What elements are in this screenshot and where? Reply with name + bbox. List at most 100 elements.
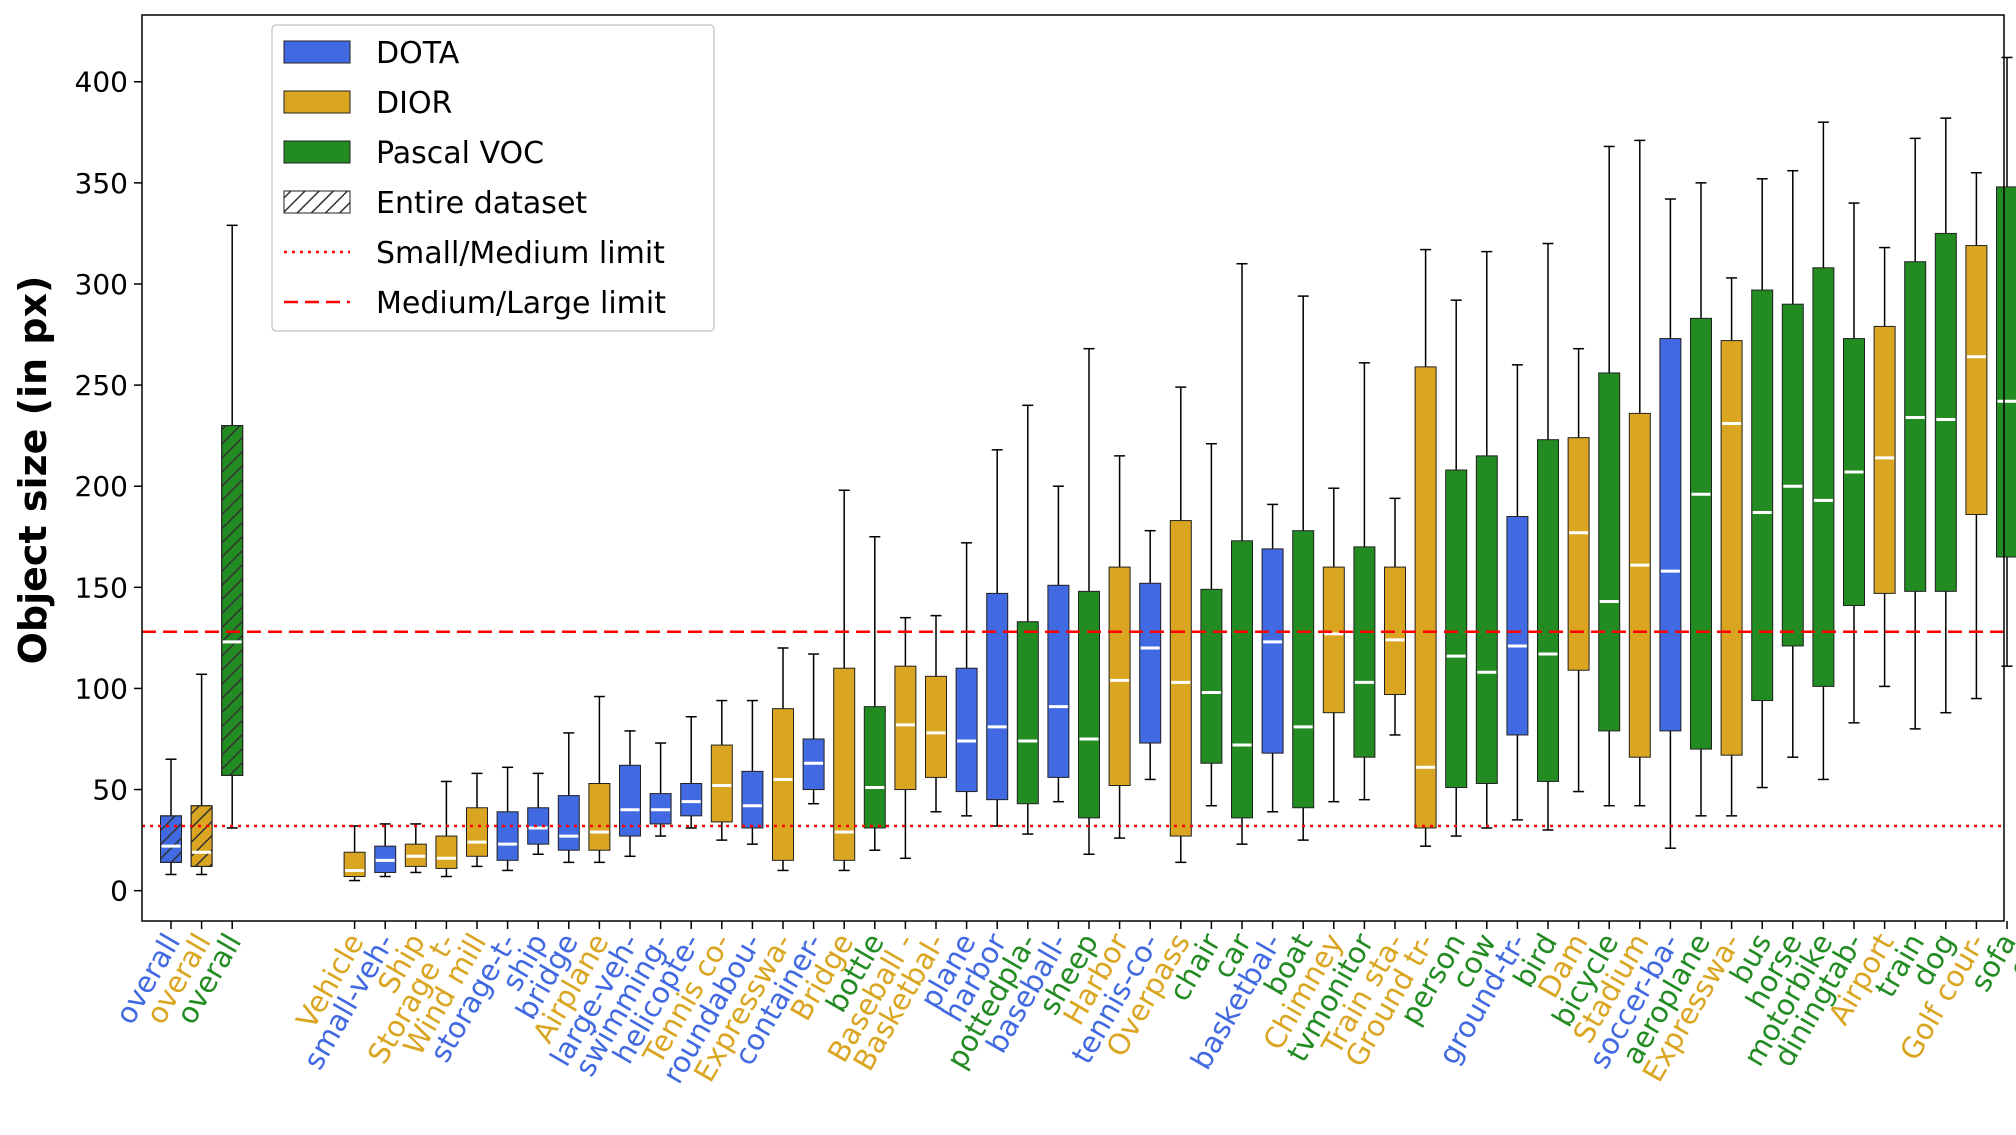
box-iqr [955, 667, 978, 793]
box-iqr [1598, 372, 1621, 732]
box-pottedpla- [1016, 404, 1039, 835]
box-hatch [190, 805, 213, 867]
y-tick-label: 50 [92, 774, 128, 807]
box-iqr [1292, 530, 1315, 809]
y-tick-label: 100 [75, 672, 128, 705]
legend-label: DOTA [376, 36, 460, 71]
box-iqr [1322, 566, 1345, 714]
box-hatch [221, 425, 244, 776]
box-iqr [1139, 582, 1162, 744]
box-iqr [1261, 548, 1284, 754]
box-iqr [710, 744, 733, 823]
box-iqr [1873, 325, 1896, 594]
box-iqr [772, 708, 794, 861]
box-container- [802, 653, 825, 805]
box-iqr [1934, 232, 1957, 592]
box-iqr [833, 667, 856, 861]
box-boat [1292, 295, 1315, 841]
box-iqr [1537, 439, 1559, 782]
box-iqr [1751, 289, 1774, 702]
box-iqr [1200, 588, 1223, 764]
box-bottle [863, 536, 886, 851]
box-iqr [863, 706, 886, 829]
box-iqr [1628, 412, 1651, 758]
box-bus [1751, 178, 1774, 789]
box-overall [221, 224, 244, 829]
box-vehicle [343, 825, 366, 882]
legend-label: Entire dataset [376, 186, 587, 221]
box-iqr [1904, 261, 1927, 592]
box-chimney [1322, 487, 1345, 803]
box-swimming- [649, 742, 672, 837]
box-small-veh- [374, 823, 397, 878]
box-golf-cour- [1965, 171, 1988, 700]
box-iqr [1108, 566, 1131, 787]
box-overpass [1169, 386, 1192, 864]
box-iqr [435, 835, 458, 869]
legend-swatch-dota [283, 40, 351, 64]
box-iqr [619, 764, 641, 837]
box-airport [1873, 246, 1896, 688]
box-iqr [741, 770, 764, 829]
box-iqr [1996, 186, 2016, 558]
box-iqr [1078, 590, 1100, 819]
y-tick-label: 250 [75, 369, 128, 402]
box-iqr [1475, 455, 1498, 784]
box-bridge [557, 732, 580, 864]
box-expresswa- [772, 647, 794, 872]
box-iqr [496, 811, 519, 861]
box-train-sta- [1384, 497, 1406, 736]
box-overall [160, 758, 182, 876]
box-iqr [1414, 366, 1437, 829]
box-sheep [1078, 347, 1100, 856]
box-horse [1781, 169, 1804, 758]
legend-swatch-entire-dataset [283, 190, 351, 214]
box-diningtab- [1843, 202, 1865, 724]
box-bridge [833, 489, 856, 872]
box-person [1445, 299, 1468, 837]
box-airplane [588, 695, 611, 864]
plot-frame [141, 14, 2005, 922]
box-ship [527, 772, 550, 856]
box-iqr [1231, 540, 1253, 819]
box-iqr [1567, 437, 1590, 671]
legend-box [271, 24, 715, 332]
box-chair [1200, 442, 1223, 807]
box-baseball- [1047, 485, 1070, 803]
box-iqr [1353, 546, 1376, 758]
box-iqr [1965, 245, 1988, 516]
box-ground-tr- [1414, 248, 1437, 847]
box-train [1904, 137, 1927, 730]
box-iqr [925, 675, 947, 778]
legend-swatch-pascal-voc [283, 140, 351, 164]
box-ship [404, 823, 427, 874]
box-aeroplane [1690, 182, 1712, 817]
box-storage-t- [435, 780, 458, 878]
legend-label: DIOR [376, 86, 452, 121]
box-iqr [466, 807, 488, 857]
legend: DOTA DIOR Pascal VOC Entire dataset Small/Me… [271, 24, 715, 332]
box-iqr [1781, 303, 1804, 647]
boxes-layer [160, 56, 2016, 882]
box-car [1231, 262, 1253, 845]
y-tick-label: 300 [75, 268, 128, 301]
box-ground-tr- [1506, 364, 1529, 821]
box-iqr [527, 807, 550, 845]
box-sofa [1996, 56, 2016, 667]
box-wind-mill [466, 772, 488, 868]
legend-swatch-dior [283, 90, 351, 114]
box-iqr [1445, 469, 1468, 789]
box-baseball- [894, 616, 917, 860]
reference-lines [142, 630, 2004, 828]
y-tick-label: 350 [75, 167, 128, 200]
legend-label: Medium/Large limit [376, 286, 666, 321]
box-overall [190, 673, 213, 876]
y-tick-label: 0 [110, 875, 128, 908]
box-iqr [557, 795, 580, 851]
box-iqr [1690, 317, 1712, 750]
box-stadium [1628, 139, 1651, 807]
legend-label: Pascal VOC [376, 136, 544, 171]
box-iqr [1047, 584, 1070, 778]
box-basketbal- [925, 614, 947, 813]
